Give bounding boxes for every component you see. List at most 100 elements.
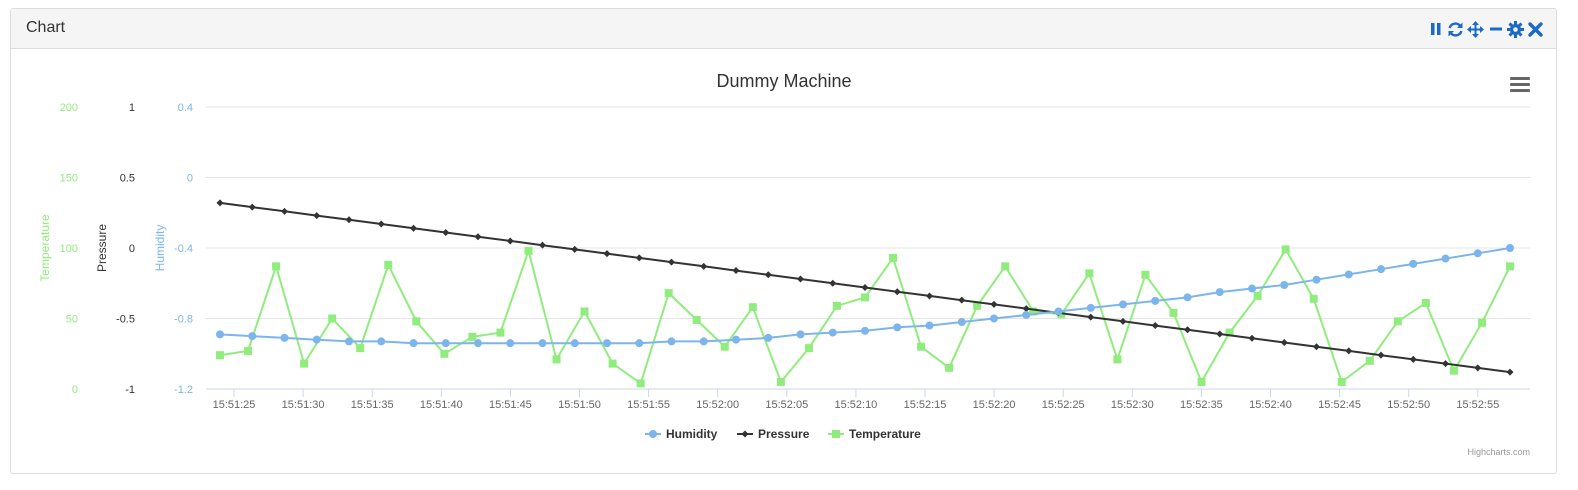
humidity-point[interactable] [990, 314, 998, 323]
temperature-point[interactable] [384, 260, 393, 269]
pressure-point[interactable] [377, 220, 385, 228]
temperature-point[interactable] [1197, 377, 1206, 386]
pressure-point[interactable] [668, 258, 675, 266]
temperature-point[interactable] [1113, 355, 1122, 364]
humidity-point[interactable] [1312, 275, 1321, 284]
close-icon[interactable] [1527, 20, 1544, 38]
pressure-point[interactable] [635, 254, 643, 262]
pressure-point[interactable] [442, 228, 450, 236]
humidity-point[interactable] [635, 339, 644, 348]
temperature-point[interactable] [524, 246, 533, 255]
pressure-point[interactable] [764, 271, 772, 279]
pressure-point[interactable] [861, 283, 869, 291]
humidity-point[interactable] [828, 328, 837, 337]
humidity-point[interactable] [1280, 281, 1289, 290]
humidity-point[interactable] [732, 335, 740, 344]
temperature-point[interactable] [356, 344, 365, 353]
humidity-point[interactable] [1183, 293, 1192, 302]
context-menu-button[interactable] [1510, 77, 1530, 92]
humidity-point[interactable] [1248, 284, 1256, 293]
temperature-point[interactable] [300, 359, 309, 368]
temperature-point[interactable] [832, 301, 841, 310]
pressure-point[interactable] [1216, 330, 1224, 338]
humidity-point[interactable] [280, 333, 289, 342]
humidity-point[interactable] [216, 330, 224, 339]
temperature-point[interactable] [1169, 308, 1178, 317]
pressure-point[interactable] [990, 300, 998, 308]
humidity-point[interactable] [538, 339, 547, 348]
pressure-point[interactable] [700, 262, 708, 270]
refresh-icon[interactable] [1447, 20, 1464, 38]
pressure-point[interactable] [1409, 355, 1417, 363]
pressure-point[interactable] [410, 224, 417, 232]
temperature-point[interactable] [552, 355, 561, 364]
humidity-point[interactable] [1344, 270, 1353, 279]
pressure-point[interactable] [281, 207, 288, 215]
pressure-point[interactable] [893, 288, 901, 296]
humidity-point[interactable] [1151, 296, 1160, 305]
humidity-point[interactable] [248, 332, 257, 341]
humidity-point[interactable] [441, 339, 450, 348]
pressure-point[interactable] [1345, 347, 1353, 355]
humidity-point[interactable] [1086, 303, 1095, 312]
temperature-point[interactable] [748, 303, 757, 312]
temperature-point[interactable] [244, 346, 253, 355]
temperature-point[interactable] [1449, 366, 1458, 375]
pressure-point[interactable] [539, 241, 546, 249]
humidity-point[interactable] [1409, 259, 1418, 268]
temperature-point[interactable] [608, 359, 617, 368]
temperature-point[interactable] [664, 289, 673, 298]
legend-item-temperature[interactable]: Temperature [828, 427, 921, 441]
temperature-point[interactable] [1281, 245, 1290, 254]
pressure-point[interactable] [1087, 313, 1095, 321]
humidity-point[interactable] [893, 323, 902, 332]
pressure-point[interactable] [1184, 326, 1191, 334]
temperature-point[interactable] [1477, 318, 1486, 327]
humidity-point[interactable] [1473, 249, 1482, 258]
temperature-point[interactable] [1506, 262, 1514, 271]
humidity-point[interactable] [345, 337, 353, 346]
humidity-point[interactable] [796, 330, 805, 339]
temperature-point[interactable] [889, 253, 898, 262]
temperature-line[interactable] [219, 247, 1511, 386]
humidity-point[interactable] [1377, 265, 1385, 274]
pressure-point[interactable] [1151, 322, 1159, 330]
temperature-point[interactable] [1421, 298, 1430, 307]
temperature-point[interactable] [1085, 269, 1094, 278]
temperature-point[interactable] [1225, 328, 1234, 337]
temperature-point[interactable] [216, 351, 224, 360]
temperature-point[interactable] [412, 317, 421, 326]
temperature-point[interactable] [1001, 262, 1010, 271]
humidity-point[interactable] [667, 337, 676, 346]
temperature-point[interactable] [917, 342, 926, 351]
temperature-point[interactable] [636, 379, 645, 388]
temperature-point[interactable] [945, 363, 954, 372]
pressure-point[interactable] [926, 292, 933, 300]
temperature-point[interactable] [1365, 356, 1374, 365]
temperature-point[interactable] [776, 377, 785, 386]
pressure-point[interactable] [313, 212, 321, 220]
temperature-point[interactable] [1253, 291, 1262, 300]
temperature-point[interactable] [328, 314, 337, 323]
humidity-point[interactable] [570, 339, 579, 348]
pressure-point[interactable] [1022, 305, 1030, 313]
pressure-point[interactable] [1377, 351, 1385, 359]
temperature-point[interactable] [440, 349, 449, 358]
legend-item-pressure[interactable]: Pressure [737, 427, 810, 441]
temperature-point[interactable] [580, 307, 589, 316]
pressure-point[interactable] [506, 237, 514, 245]
pressure-point[interactable] [1119, 317, 1127, 325]
chart-credit[interactable]: Highcharts.com [1467, 447, 1530, 457]
humidity-point[interactable] [312, 335, 321, 344]
minimize-icon[interactable] [1487, 20, 1504, 38]
humidity-point[interactable] [764, 333, 773, 342]
pressure-point[interactable] [248, 203, 256, 211]
pressure-point[interactable] [603, 250, 611, 258]
move-icon[interactable] [1467, 20, 1484, 38]
humidity-point[interactable] [506, 339, 515, 348]
temperature-point[interactable] [468, 332, 477, 341]
pressure-point[interactable] [829, 279, 837, 287]
temperature-point[interactable] [1393, 317, 1402, 326]
humidity-point[interactable] [603, 339, 611, 348]
humidity-point[interactable] [925, 321, 934, 330]
